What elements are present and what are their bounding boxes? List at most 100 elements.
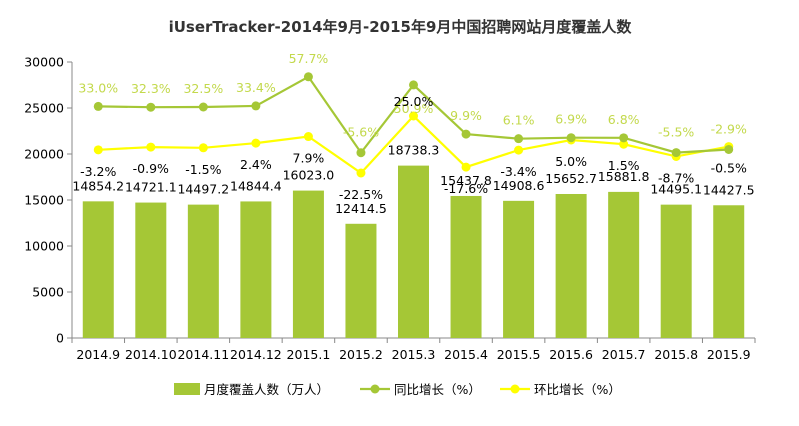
bar [187,204,219,338]
yoy-growth-point [724,144,734,154]
yoy-growth-point [93,101,103,111]
bar [398,165,429,338]
mom-growth-label: -3.2% [80,164,116,179]
yoy-growth-point [671,148,681,158]
x-tick-label: 2015.4 [444,347,488,362]
yoy-growth-point [619,133,629,143]
legend-bar-label: 月度覆盖人数（万人） [204,382,329,397]
x-tick-label: 2015.7 [602,347,646,362]
bar-value-label: 14854.2 [72,178,124,193]
legend-yoy-marker [370,384,380,394]
y-tick-label: 5000 [32,285,64,300]
bar-value-label: 16023.0 [283,168,335,183]
mom-growth-label: -0.5% [711,161,747,176]
bar [345,223,377,338]
legend-mom-label: 环比增长（%） [534,382,621,397]
mom-growth-point [409,111,418,121]
yoy-growth-label: -2.9% [711,121,747,136]
bar [240,201,272,338]
bar-value-label: 15881.8 [598,169,650,184]
yoy-growth-label: 32.5% [183,81,223,96]
bar-value-label: 15652.7 [545,171,597,186]
yoy-growth-labels: 33.0% 32.3% 32.5% 33.4% 57.7% -5.6% 50.9% 9.9% 6… [78,51,747,140]
mom-growth-label: -3.4% [500,164,536,179]
mom-growth-label: -17.6% [444,181,488,196]
yoy-growth-series [93,72,734,158]
chart-title: iUserTracker-2014年9月-2015年9月中国招聘网站月度覆盖人数 [169,18,633,36]
mom-growth-labels: -3.2% -0.9% -1.5% 2.4% 7.9% -22.5% 25.0% -17.6%… [80,94,747,202]
mom-growth-point [146,142,156,152]
y-tick-label: 30000 [24,55,64,70]
yoy-growth-point [356,148,366,158]
bar [450,195,482,338]
x-tick-label: 2015.2 [339,347,383,362]
yoy-growth-label: -5.6% [343,125,379,140]
y-tick-label: 20000 [24,147,64,162]
mom-growth-point [356,168,366,178]
yoy-growth-label: 57.7% [289,51,329,66]
mom-growth-point [93,145,103,155]
yoy-growth-label: 50.9% [394,101,434,116]
mom-growth-label: -1.5% [185,162,221,177]
mom-growth-label: 7.9% [293,151,325,166]
bar-value-label: 14427.5 [703,182,755,197]
bar-value-label: 14844.4 [230,178,282,193]
mom-growth-label: 2.4% [240,157,272,172]
x-tick-label: 2014.10 [125,347,177,362]
yoy-growth-point [566,133,576,143]
mom-growth-point [619,139,629,149]
bar-series [82,165,745,338]
bar [608,191,640,338]
y-tick-label: 25000 [24,101,64,116]
bar [503,200,535,338]
bar-value-label: 14721.1 [125,180,177,195]
x-tick-label: 2014.11 [177,347,229,362]
legend-mom-marker [510,384,520,394]
yoy-growth-label: 33.0% [78,80,118,95]
x-tick-label: 2015.3 [392,347,436,362]
yoy-growth-label: 9.9% [450,108,482,123]
mom-growth-label: -0.9% [133,161,169,176]
bar-value-label: 14495.1 [650,182,702,197]
bar-value-label: 15437.8 [440,173,492,188]
x-tick-label: 2015.5 [497,347,541,362]
bar [135,202,167,338]
mom-growth-point [198,143,208,153]
x-tick-label: 2015.6 [549,347,593,362]
bar [660,204,692,338]
yoy-growth-point [198,102,208,112]
yoy-growth-point [251,101,261,111]
yoy-growth-label: 32.3% [131,81,171,96]
x-tick-label: 2015.1 [287,347,331,362]
mom-growth-point [461,162,471,172]
bar-value-label: 14908.6 [493,178,545,193]
mom-growth-label: -22.5% [339,187,383,202]
bar-value-label: 18738.3 [388,143,440,158]
mom-growth-label: 25.0% [394,94,434,109]
yoy-growth-point [409,80,418,90]
bar-value-label: 12414.5 [335,201,387,216]
yoy-growth-point [146,102,156,112]
y-tick-label: 0 [56,331,64,346]
bar [82,201,114,338]
yoy-growth-label: 6.1% [503,113,535,128]
mom-growth-label: 1.5% [608,158,640,173]
yoy-growth-label: 6.8% [608,112,640,127]
mom-growth-point [251,138,261,148]
y-tick-label: 15000 [24,193,64,208]
mom-growth-point [514,145,524,155]
bar [292,190,324,338]
yoy-growth-label: -5.5% [658,125,694,140]
mom-growth-label: -8.7% [658,170,694,185]
yoy-growth-point [303,72,313,82]
legend-yoy-label: 同比增长（%） [394,382,481,397]
legend-bar-swatch [174,383,200,395]
mom-growth-point [303,132,313,142]
x-axis: 2014.9 2014.10 2014.11 2014.12 2015.1 2015.2 2… [71,337,756,362]
yoy-growth-label: 33.4% [236,80,276,95]
yoy-growth-label: 6.9% [555,112,587,127]
x-tick-label: 2015.8 [654,347,698,362]
